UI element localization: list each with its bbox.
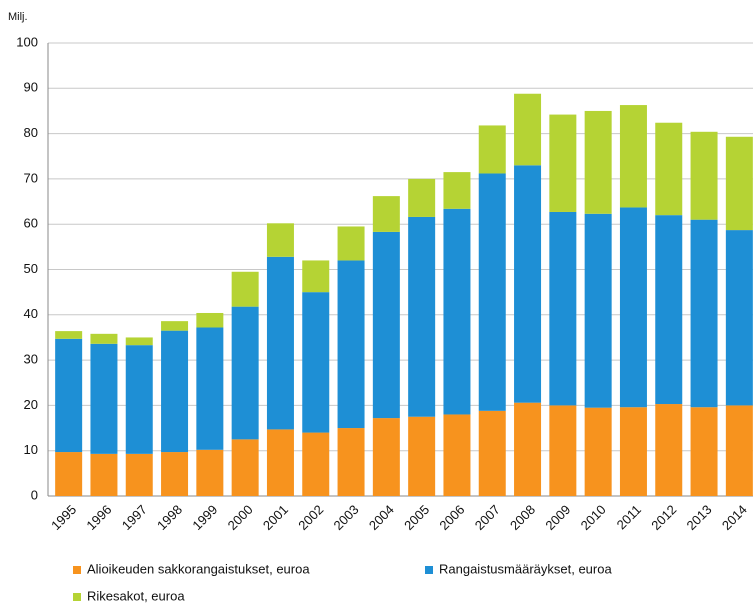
legend-swatch <box>425 566 433 574</box>
bar-segment <box>55 331 83 339</box>
x-tick-label: 1999 <box>189 502 220 533</box>
bar-segment <box>584 110 612 214</box>
bar-segment <box>725 136 753 231</box>
bar-segment <box>619 407 647 496</box>
bar-segment <box>161 452 189 496</box>
x-tick-label: 1995 <box>48 502 79 533</box>
y-tick-label: 50 <box>24 261 38 276</box>
x-tick-label: 1997 <box>119 502 150 533</box>
bar-segment <box>372 196 400 232</box>
bar-segment <box>266 429 294 496</box>
x-tick-label: 2014 <box>719 502 750 533</box>
bar-segment <box>725 230 753 406</box>
x-tick-label: 2007 <box>472 502 503 533</box>
bar-segment <box>231 271 259 307</box>
y-axis-label: Milj. <box>8 11 28 23</box>
bar-segment <box>514 402 542 496</box>
y-tick-label: 30 <box>24 352 38 367</box>
y-tick-label: 80 <box>24 125 38 140</box>
bar-segment <box>161 330 189 453</box>
x-tick-label: 2012 <box>648 502 679 533</box>
x-tick-label: 2010 <box>578 502 609 533</box>
legend-swatch <box>73 566 81 574</box>
bar-segment <box>196 449 224 496</box>
bar-segment <box>90 343 118 454</box>
bar-segment <box>302 260 330 293</box>
bar-segment <box>231 439 259 496</box>
y-tick-label: 40 <box>24 306 38 321</box>
bar-segment <box>584 213 612 408</box>
bar-segment <box>443 414 471 496</box>
bar-segment <box>196 312 224 328</box>
y-tick-label: 0 <box>31 487 38 502</box>
x-tick-label: 1998 <box>154 502 185 533</box>
bar-segment <box>337 226 365 261</box>
bar-segment <box>302 432 330 496</box>
bar-segment <box>90 453 118 496</box>
bar-segment <box>655 215 683 405</box>
bar-segment <box>725 405 753 496</box>
bar-segment <box>266 223 294 257</box>
legend-label: Rikesakot, euroa <box>87 588 185 603</box>
x-tick-label: 2000 <box>225 502 256 533</box>
bar-segment <box>90 333 118 344</box>
bar-segment <box>408 416 436 496</box>
y-tick-label: 90 <box>24 80 38 95</box>
bar-segment <box>337 428 365 496</box>
bar-segment <box>478 125 506 174</box>
bar-segment <box>690 407 718 496</box>
x-tick-label: 2011 <box>614 502 644 532</box>
x-tick-label: 1996 <box>83 502 114 533</box>
legend-label: Alioikeuden sakkorangaistukset, euroa <box>87 561 310 576</box>
bar-segment <box>302 292 330 433</box>
bar-segment <box>584 407 612 496</box>
bar-segment <box>478 173 506 411</box>
y-tick-label: 20 <box>24 397 38 412</box>
x-tick-label: 2003 <box>331 502 362 533</box>
bar-segment <box>619 207 647 408</box>
bar-segment <box>372 418 400 496</box>
x-tick-label: 2004 <box>366 502 397 533</box>
bar-segment <box>549 211 577 406</box>
bar-segment <box>655 122 683 216</box>
bar-segment <box>514 165 542 403</box>
bar-segment <box>55 338 83 453</box>
bar-segment <box>337 260 365 429</box>
bar-segment <box>55 452 83 496</box>
bar-segment <box>690 131 718 220</box>
bar-segment <box>514 93 542 166</box>
x-tick-label: 2008 <box>507 502 538 533</box>
y-tick-label: 100 <box>16 34 38 49</box>
bar-segment <box>161 321 189 331</box>
y-tick-label: 60 <box>24 216 38 231</box>
bar-segment <box>372 231 400 419</box>
x-tick-label: 2001 <box>260 502 291 533</box>
x-tick-label: 2002 <box>295 502 326 533</box>
bar-segment <box>443 172 471 209</box>
x-tick-label: 2005 <box>401 502 432 533</box>
bar-segment <box>478 410 506 496</box>
bar-segment <box>408 178 436 217</box>
bar-segment <box>549 114 577 212</box>
x-tick-label: 2006 <box>436 502 467 533</box>
bar-segment <box>125 345 153 454</box>
bar-segment <box>655 404 683 496</box>
y-tick-label: 70 <box>24 170 38 185</box>
legend-label: Rangaistusmääräykset, euroa <box>439 561 612 576</box>
bar-segment <box>231 306 259 440</box>
bar-segment <box>408 216 436 417</box>
x-tick-label: 2009 <box>542 502 573 533</box>
bar-segment <box>443 208 471 415</box>
bar-segment <box>125 337 153 346</box>
bar-segment <box>619 105 647 208</box>
bar-segment <box>196 327 224 450</box>
legend-swatch <box>73 593 81 601</box>
bar-segment <box>125 453 153 496</box>
x-tick-label: 2013 <box>684 502 715 533</box>
bar-segment <box>690 219 718 408</box>
bar-segment <box>266 256 294 430</box>
y-tick-label: 10 <box>24 442 38 457</box>
bar-segment <box>549 405 577 496</box>
